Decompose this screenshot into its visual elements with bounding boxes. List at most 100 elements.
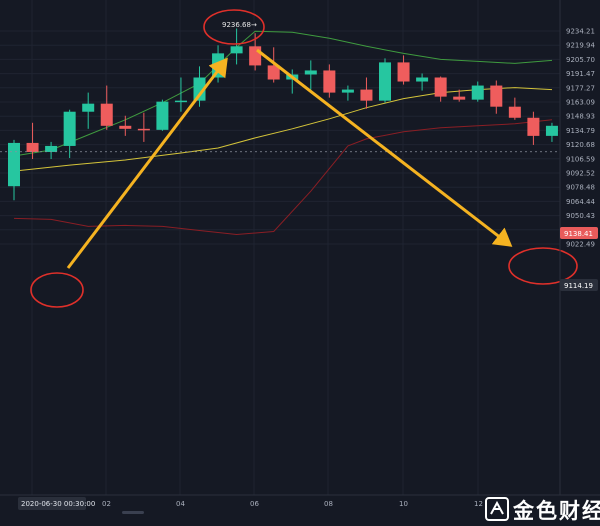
candle: [416, 73, 429, 91]
time-tick-label: 12: [474, 500, 483, 508]
candle: [63, 109, 76, 159]
candle: [174, 77, 187, 112]
grid-lines: [0, 0, 560, 495]
candle-body: [82, 103, 95, 112]
crosshair-price-label: 9114.19: [564, 282, 593, 290]
peak-circle-annotation: [203, 9, 265, 45]
candle-body: [8, 142, 20, 187]
time-axis: 02 04 06 08 10 12: [0, 494, 600, 514]
timeline-scroll-handle: [122, 511, 144, 514]
jinse-logo-icon: [485, 497, 509, 521]
candle-body: [508, 106, 521, 118]
time-tick-label: 06: [250, 500, 259, 508]
candle: [193, 66, 206, 107]
candle-body: [26, 142, 39, 152]
price-tick-label: 9120.68: [566, 141, 595, 149]
last-price-label: 9138.41: [564, 230, 593, 238]
candle-body: [137, 128, 150, 131]
candle-body: [193, 77, 206, 101]
candle-body: [490, 85, 503, 107]
candle: [45, 141, 58, 160]
candle-body: [397, 62, 410, 82]
current-circle-annotation: [508, 247, 578, 285]
price-tick-label: 9163.09: [566, 99, 595, 107]
candle-body: [230, 46, 243, 54]
downtrend-arrow: [256, 48, 513, 247]
price-tick-label: 9219.94: [566, 42, 595, 50]
candle: [230, 28, 243, 65]
candle: [26, 122, 39, 160]
last-price-tag: 9138.41: [560, 227, 598, 239]
peak-price-label: 9236.68: [222, 21, 251, 29]
watermark-logo: 金色财经: [485, 497, 600, 523]
candle-body: [323, 70, 336, 93]
crosshair-price-tag: 9114.19: [560, 279, 598, 291]
candle-body: [545, 125, 558, 136]
peak-label: 9236.68 →: [222, 21, 257, 29]
candle: [453, 89, 466, 102]
price-tick-label: 9050.43: [566, 212, 595, 220]
low-circle-annotation: [30, 272, 84, 308]
candle-body: [267, 65, 280, 80]
uptrend-arrow: [66, 57, 228, 269]
time-start-tag: 2020-06-30 00:30:00: [18, 497, 95, 510]
price-tick-label: 9078.48: [566, 184, 595, 192]
candle: [82, 92, 95, 129]
price-tick-label: 9106.59: [566, 155, 595, 163]
candle-body: [434, 77, 447, 97]
time-tick-label: 04: [176, 500, 185, 508]
candle: [397, 55, 410, 85]
moving-average-red: [13, 119, 553, 236]
candle: [156, 99, 169, 131]
candle-body: [174, 100, 187, 103]
candle-body: [360, 89, 373, 101]
candle: [100, 85, 113, 130]
candle: [490, 80, 503, 114]
time-tick-label: 08: [324, 500, 333, 508]
price-tick-label: 9064.44: [566, 198, 595, 206]
time-start-label: 2020-06-30 00:30:00: [21, 500, 95, 508]
candle: [434, 76, 447, 102]
price-tick-label: 9234.21: [566, 28, 595, 36]
annotations-group: [0, 9, 578, 308]
candle: [119, 115, 132, 136]
price-tick-label: 9177.27: [566, 84, 595, 92]
candle: [545, 122, 558, 142]
price-tick-label: 9022.49: [566, 241, 595, 249]
jinse-logo-mark: [490, 500, 504, 515]
price-tick-label: 9191.47: [566, 70, 595, 78]
candle: [267, 47, 280, 83]
candle-body: [119, 125, 132, 129]
jinse-watermark-text: 金色财经: [512, 499, 600, 523]
price-tick-label: 9205.70: [566, 56, 595, 64]
candles-group: [8, 28, 558, 201]
last-price-badge: [560, 227, 598, 239]
candle-body: [45, 145, 58, 152]
time-tick-label: 10: [399, 500, 408, 508]
moving-average-lines: [13, 30, 553, 236]
candle-body: [304, 70, 317, 75]
candle: [323, 64, 336, 98]
moving-average-green: [13, 30, 553, 157]
candle: [304, 60, 317, 90]
candle: [360, 77, 373, 109]
moving-average-yellow: [13, 87, 553, 172]
price-tick-label: 9092.52: [566, 170, 595, 178]
candle-body: [416, 77, 429, 82]
peak-arrow-icon: →: [251, 21, 257, 29]
candle-body: [156, 101, 169, 130]
time-start-badge: [18, 497, 86, 510]
candle: [508, 97, 521, 120]
candle: [341, 85, 354, 101]
candle-body: [63, 111, 76, 146]
candle-body: [527, 117, 540, 136]
price-tick-label: 9134.79: [566, 127, 595, 135]
candle: [527, 111, 540, 145]
candle: [8, 139, 20, 201]
time-tick-label: 02: [102, 500, 111, 508]
candle-body: [249, 46, 262, 66]
candle-body: [453, 96, 466, 100]
candle: [471, 81, 484, 102]
candle-body: [100, 103, 113, 126]
